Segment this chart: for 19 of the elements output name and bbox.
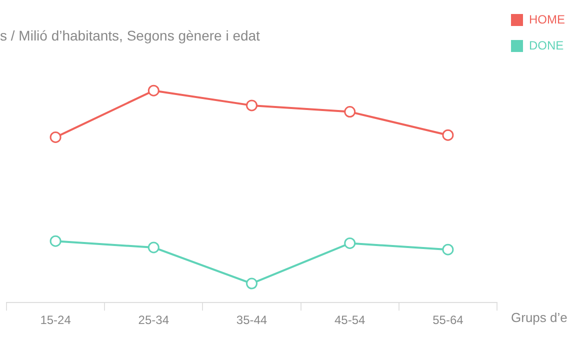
x-tick-label: 45-54 — [334, 313, 366, 328]
point — [246, 278, 258, 290]
point — [148, 84, 160, 96]
point — [50, 131, 62, 143]
x-tick-label: 55-64 — [432, 313, 464, 328]
point — [148, 242, 160, 254]
legend-label: HOME — [529, 12, 565, 26]
point — [344, 237, 356, 249]
x-tick-label: 25-34 — [138, 313, 170, 328]
point — [442, 129, 454, 141]
legend-label: DONE — [529, 38, 564, 52]
x-tick-label: 35-44 — [236, 313, 268, 328]
point — [344, 106, 356, 118]
point — [50, 235, 62, 247]
point — [442, 244, 454, 256]
point — [246, 100, 258, 112]
x-axis-title: Grups d’e — [511, 310, 568, 326]
chart-title: s / Milió d’habitants, Segons gènere i edat — [0, 27, 260, 44]
x-tick-label: 15-24 — [40, 313, 72, 328]
